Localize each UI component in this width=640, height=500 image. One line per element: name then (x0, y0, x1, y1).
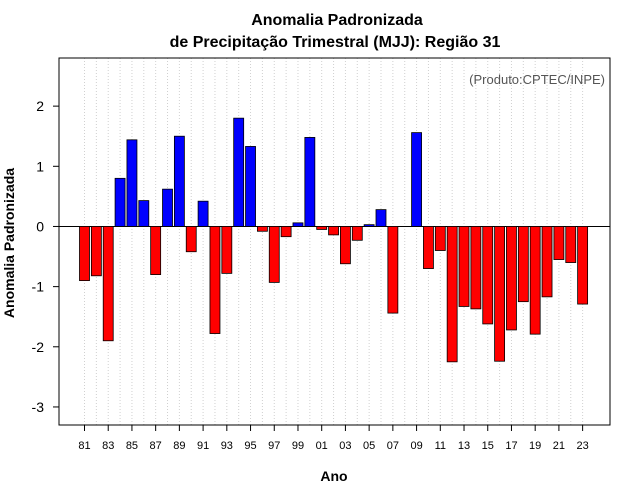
bar-20 (541, 226, 553, 298)
bar-11 (434, 226, 446, 251)
bar-81 (79, 226, 90, 282)
y-tick-label: -3 (32, 399, 45, 415)
bar-19 (529, 226, 541, 335)
bar-94 (233, 117, 245, 227)
plot-frame (58, 57, 611, 426)
y-axis: -3 -2 -1 0 1 2 (32, 98, 59, 415)
bar-97 (268, 226, 280, 283)
bar-93 (221, 226, 233, 274)
y-tick-label: 2 (36, 98, 44, 114)
bar-95 (245, 146, 256, 227)
bar-90 (185, 226, 197, 253)
x-tick-label: 19 (529, 440, 541, 452)
bar-16 (494, 226, 506, 362)
bar-12 (446, 226, 458, 363)
x-tick-label: 11 (435, 440, 446, 452)
x-tick-label: 99 (292, 440, 304, 452)
y-axis-title: Anomalia Padronizada (1, 168, 17, 318)
x-tick-label: 05 (363, 440, 375, 452)
bar-04 (351, 226, 363, 241)
y-tick-label: 1 (36, 158, 44, 174)
x-tick-label: 95 (244, 440, 256, 452)
bar-03 (340, 226, 351, 265)
x-tick-label: 85 (126, 440, 138, 452)
bar-18 (517, 226, 529, 303)
y-tick-label: -2 (32, 339, 45, 355)
x-tick-label: 13 (458, 440, 470, 452)
bar-23 (577, 226, 589, 305)
bar-22 (565, 226, 577, 263)
credit-text: (Produto:CPTEC/INPE) (469, 72, 605, 87)
bar-10 (423, 226, 434, 269)
x-tick-label: 87 (150, 440, 162, 452)
bar-83 (102, 226, 114, 342)
x-tick-label: 23 (576, 440, 588, 452)
bar-17 (506, 226, 517, 331)
x-tick-label: 07 (387, 440, 399, 452)
bars-group (79, 117, 589, 363)
x-tick-label: 01 (316, 440, 328, 452)
x-tick-label: 93 (221, 440, 233, 452)
bar-99 (292, 222, 304, 227)
y-tick-label: 0 (36, 218, 44, 234)
x-tick-label: 91 (197, 440, 209, 452)
x-tick-label: 97 (268, 440, 280, 452)
bar-98 (280, 226, 292, 238)
bar-92 (209, 226, 221, 334)
bar-21 (553, 226, 565, 260)
x-tick-label: 17 (505, 440, 517, 452)
bar-13 (458, 226, 470, 307)
bar-02 (328, 226, 339, 236)
bar-87 (150, 226, 162, 275)
x-axis-title: Ano (320, 468, 347, 484)
chart-title: Anomalia Padronizada (251, 12, 423, 29)
bar-84 (114, 177, 126, 227)
bar-00 (304, 137, 316, 227)
bar-82 (90, 226, 102, 277)
bar-88 (162, 188, 173, 227)
bar-09 (411, 132, 422, 227)
bar-14 (470, 226, 482, 310)
x-tick-label: 09 (410, 440, 422, 452)
bar-86 (138, 200, 150, 227)
bar-91 (197, 200, 209, 227)
bar-01 (316, 226, 328, 230)
x-axis: 81 83 85 87 89 91 93 95 97 99 01 03 05 07 09 11 13 15 17 19… (78, 425, 589, 452)
y-tick-label: -1 (32, 279, 45, 295)
bar-05 (363, 224, 375, 227)
x-tick-label: 83 (102, 440, 114, 452)
x-tick-label: 81 (78, 440, 90, 452)
x-tick-label: 89 (173, 440, 185, 452)
x-tick-label: 03 (339, 440, 351, 452)
bar-07 (387, 226, 399, 314)
bar-89 (173, 135, 185, 227)
x-tick-label: 15 (482, 440, 494, 452)
bar-96 (256, 226, 268, 232)
bar-85 (126, 139, 138, 227)
chart-subtitle: de Precipitação Trimestral (MJJ): Região… (170, 34, 501, 51)
bar-06 (375, 209, 387, 227)
bar-15 (482, 226, 494, 325)
x-tick-label: 21 (553, 440, 565, 452)
